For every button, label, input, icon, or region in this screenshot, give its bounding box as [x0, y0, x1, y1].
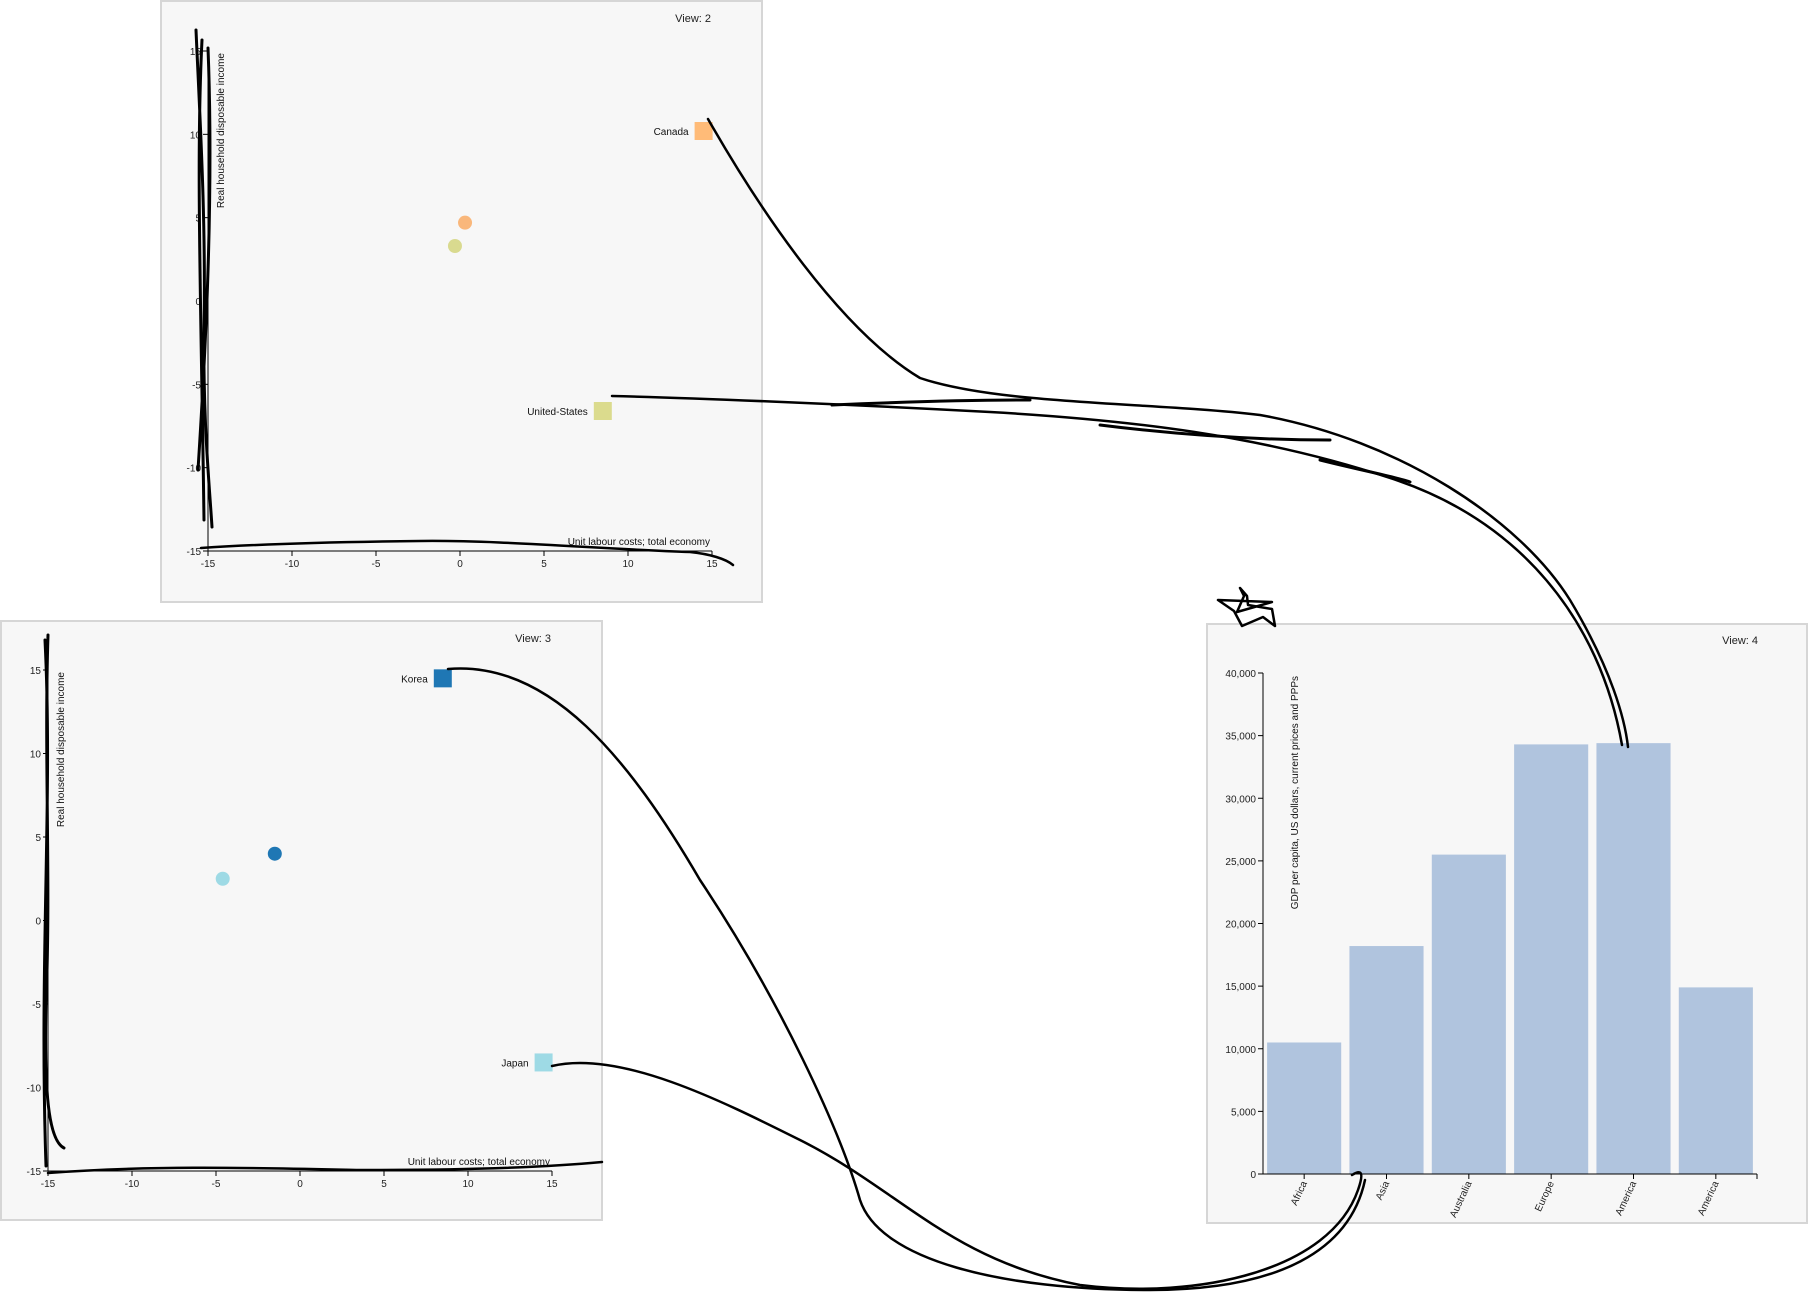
y-tick-label: 10 — [30, 750, 42, 761]
legend-swatch — [433, 669, 452, 688]
legend-swatch — [593, 402, 612, 420]
scatter-v3-group: -15 -10 -5 0 5 10 15 -15 -10 -5 0 5 10 15 Unit labour … — [27, 666, 558, 1190]
bar — [1349, 946, 1424, 1174]
y-tick-label: 0 — [35, 917, 41, 928]
annotation-scribble — [42, 633, 66, 1168]
x-tick-label: 5 — [541, 559, 547, 570]
bar — [1514, 744, 1589, 1174]
x-tick-label: 10 — [462, 1179, 474, 1190]
x-tick-label: -15 — [201, 559, 216, 570]
legend-label: United-States — [527, 407, 588, 418]
annotation-scribble — [830, 398, 1412, 484]
annotation-scribble — [550, 1061, 1363, 1290]
x-tick-label: America — [1696, 1179, 1722, 1217]
bar-view-4-group: Africa Asia Australia Europe America America 0… — [1225, 669, 1758, 1220]
bar — [1267, 1042, 1342, 1174]
data-point — [267, 846, 282, 861]
x-tick-label: 0 — [457, 559, 463, 570]
y-tick-label: 25,000 — [1225, 857, 1256, 868]
y-tick-label: -15 — [27, 1167, 42, 1178]
legend-label: Korea — [401, 674, 428, 685]
y-tick-label: -10 — [27, 1084, 42, 1095]
x-tick-label: Australia — [1448, 1179, 1475, 1219]
annotation-scribble — [46, 1160, 604, 1175]
x-axis-title: Unit labour costs; total economy — [408, 1157, 550, 1168]
data-point — [458, 215, 473, 230]
y-tick-label: -10 — [187, 464, 202, 475]
annotation-scribble — [446, 667, 1367, 1292]
data-point — [447, 239, 462, 253]
x-tick-label: -15 — [41, 1179, 56, 1190]
y-tick-label: 15,000 — [1225, 982, 1256, 993]
annotation-scribble — [194, 28, 214, 529]
scatter-view-3: View: 3 — [0, 620, 603, 1221]
y-axis-title: Real household disposable income — [56, 672, 67, 828]
view-4-label: View: 4 — [1722, 635, 1758, 647]
y-tick-label: 10 — [190, 130, 202, 141]
y-tick-label: 0 — [195, 297, 201, 308]
x-tick-label: 10 — [622, 559, 634, 570]
y-tick-label: -15 — [187, 547, 202, 558]
x-tick-label: -10 — [285, 559, 300, 570]
y-axis-title: GDP per capita, US dollars, current pric… — [1290, 676, 1301, 909]
x-tick-label: 15 — [546, 1179, 558, 1190]
annotation-scribble — [1216, 586, 1277, 628]
annotation-scribble — [199, 539, 735, 567]
legend-label: Canada — [654, 127, 689, 138]
view-3-label: View: 3 — [515, 633, 551, 645]
x-tick-label: Europe — [1533, 1179, 1557, 1213]
x-tick-label: -5 — [212, 1179, 221, 1190]
x-tick-label: -5 — [372, 559, 381, 570]
y-tick-label: -5 — [32, 1000, 41, 1011]
y-tick-label: 40,000 — [1225, 669, 1256, 680]
annotation-scribble — [706, 117, 1630, 749]
annotation-scribble — [610, 394, 1624, 747]
y-axis-title: Real household disposable income — [216, 53, 227, 209]
y-tick-label: 35,000 — [1225, 732, 1256, 743]
bar — [1431, 854, 1506, 1174]
view-2-label: View: 2 — [675, 13, 711, 25]
x-tick-label: America — [1614, 1179, 1640, 1217]
y-tick-label: 20,000 — [1225, 920, 1256, 931]
x-tick-label: 5 — [381, 1179, 387, 1190]
x-tick-label: Africa — [1289, 1179, 1310, 1207]
legend-swatch — [694, 122, 713, 140]
y-tick-label: 5 — [35, 833, 41, 844]
scatter-view-2: View: 2 — [160, 0, 763, 603]
x-tick-label: -10 — [125, 1179, 140, 1190]
bar — [1596, 743, 1671, 1174]
y-tick-label: 15 — [30, 666, 42, 677]
legend-label: Japan — [501, 1058, 528, 1069]
data-point — [215, 871, 230, 886]
x-tick-label: 0 — [297, 1179, 303, 1190]
legend-swatch — [534, 1053, 553, 1072]
y-tick-label: 5,000 — [1231, 1107, 1256, 1118]
y-tick-label: 0 — [1250, 1170, 1256, 1181]
bar — [1678, 987, 1753, 1174]
y-tick-label: -5 — [192, 380, 201, 391]
x-tick-label: 15 — [706, 559, 718, 570]
y-tick-label: 30,000 — [1225, 794, 1256, 805]
x-axis-title: Unit labour costs; total economy — [568, 537, 710, 548]
y-tick-label: 10,000 — [1225, 1045, 1256, 1056]
x-tick-label: Asia — [1374, 1179, 1392, 1202]
